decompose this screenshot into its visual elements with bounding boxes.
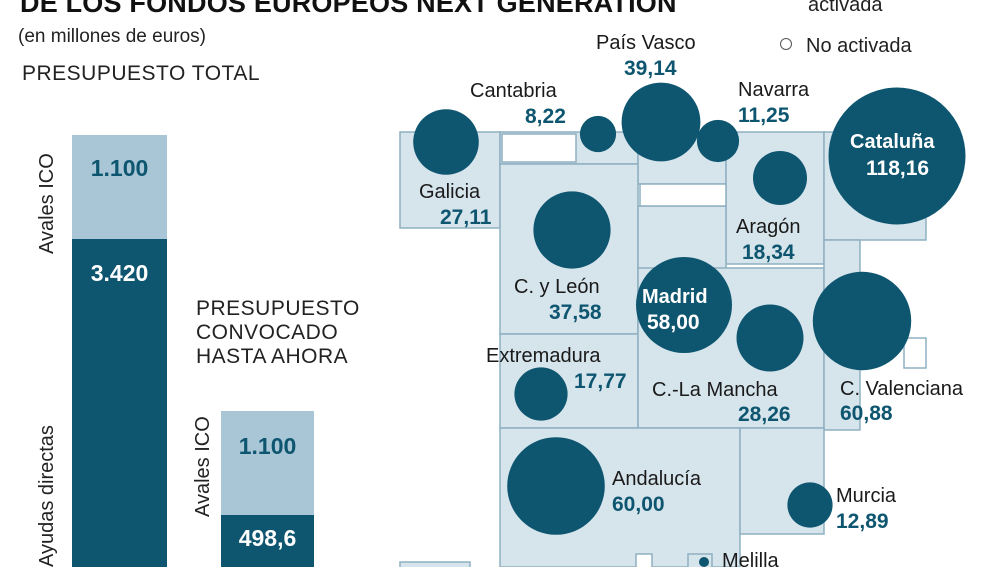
value-galicia: 27,11: [440, 206, 492, 229]
bubble-1: [579, 115, 617, 153]
label-navarra: Navarra: [738, 79, 810, 101]
bubble-7: [636, 257, 732, 353]
label-galicia: Galicia: [419, 181, 481, 203]
value-extremadura: 17,77: [574, 370, 627, 393]
region-labels: País Vasco 39,14 Cantabria 8,22 Navarra …: [419, 32, 964, 567]
label-murcia: Murcia: [836, 485, 897, 507]
region-bubbles: [413, 82, 966, 567]
value-navarra: 11,25: [738, 104, 790, 127]
region-box-ceuta-empty: [635, 553, 653, 567]
region-box-rioja-empty: [639, 183, 727, 207]
value-cantabria: 8,22: [525, 105, 566, 128]
value-castilla-leon: 37,58: [549, 301, 602, 324]
chart-subtitle: (en millones de euros): [18, 26, 206, 47]
convened-ico-value: 1.100: [238, 433, 297, 459]
label-cantabria: Cantabria: [470, 80, 558, 102]
value-pais-vasco: 39,14: [624, 57, 677, 80]
value-madrid: 58,00: [647, 311, 700, 334]
label-pais-vasco: País Vasco: [596, 32, 696, 54]
label-cataluna: Cataluña: [850, 131, 935, 153]
bubble-2: [696, 119, 740, 163]
value-aragon: 18,34: [742, 241, 795, 264]
convened-ico-segment: 1.100: [221, 411, 314, 515]
chart-title: DE LOS FONDOS EUROPEOS NEXT GENERATION: [20, 0, 677, 18]
total-ico-segment: 1.100: [72, 135, 167, 239]
bubble-6: [533, 191, 611, 269]
region-box-baleares-empty: [903, 337, 927, 369]
legend-open-circle-icon: [780, 38, 792, 50]
total-direct-aid-value: 3.420: [90, 260, 149, 286]
convened-direct-aid-segment: 498,6: [221, 515, 314, 567]
total-ico-value: 1.100: [90, 155, 149, 181]
convened-budget-label: PRESUPUESTO CONVOCADO HASTA AHORA: [196, 297, 360, 368]
legend-not-activated-label: No activada: [806, 35, 912, 57]
value-murcia: 12,89: [836, 510, 889, 533]
label-madrid: Madrid: [642, 286, 708, 308]
label-castilla-la-mancha: C.-La Mancha: [652, 379, 778, 401]
total-budget-label: PRESUPUESTO TOTAL: [22, 62, 261, 85]
value-cataluna: 118,16: [866, 157, 929, 180]
legend-activated-label: activada: [808, 0, 883, 16]
bubble-0: [621, 82, 701, 162]
label-melilla: Melilla: [722, 550, 780, 567]
value-valencia: 60,88: [840, 402, 893, 425]
bubble-12: [787, 482, 833, 528]
value-castilla-la-mancha: 28,26: [738, 403, 791, 426]
bubble-11: [507, 437, 605, 535]
label-extremadura: Extremadura: [486, 345, 601, 367]
total-direct-aid-segment: 3.420: [72, 239, 167, 567]
convened-direct-aid-value: 498,6: [238, 525, 297, 551]
region-box-asturias-empty: [501, 133, 577, 163]
bubble-5: [753, 151, 807, 205]
label-andalucia: Andalucía: [612, 468, 702, 490]
region-box-canarias: [399, 561, 471, 567]
label-aragon: Aragón: [736, 216, 801, 238]
bubble-4: [413, 109, 479, 175]
bubble-9: [736, 304, 804, 372]
bubble-8: [514, 367, 568, 421]
bubble-3: [828, 87, 966, 225]
bubble-10: [812, 271, 912, 371]
value-andalucia: 60,00: [612, 493, 665, 516]
label-valencia: C. Valenciana: [840, 378, 964, 400]
label-castilla-leon: C. y León: [514, 276, 600, 298]
bubble-melilla: [699, 557, 709, 567]
